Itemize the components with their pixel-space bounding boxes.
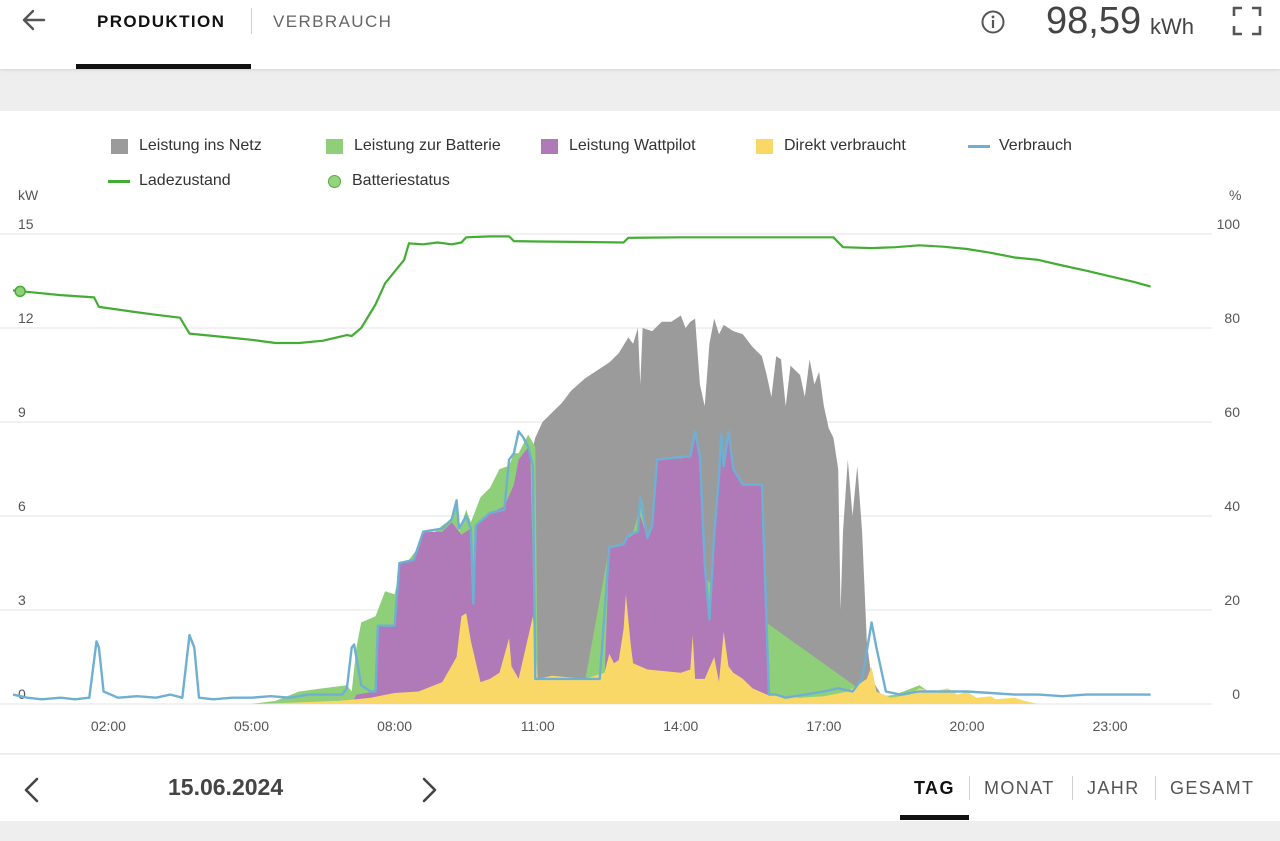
legend-swatch [968, 144, 990, 148]
y-left-tick-label: 3 [18, 592, 26, 608]
top-bar: PRODUKTION VERBRAUCH 98,59 kWh [0, 0, 1280, 69]
x-tick-label: 11:00 [521, 718, 555, 734]
x-tick-label: 08:00 [377, 718, 412, 734]
chart-card: Leistung ins Netz Leistung zur Batterie … [0, 111, 1280, 753]
y-left-unit: kW [18, 187, 39, 203]
total-energy-unit: kWh [1150, 14, 1194, 39]
legend-item-batteriestatus[interactable]: Batteriestatus [328, 172, 450, 190]
date-navigation-bar: 15.06.2024 TAG MONAT JAHR GESAMT [0, 755, 1280, 821]
legend-label: Verbrauch [999, 137, 1072, 154]
y-right-tick-label: 40 [1224, 498, 1240, 514]
legend-item-netz[interactable]: Leistung ins Netz [111, 137, 262, 155]
area-direkt-verbraucht [251, 594, 1039, 704]
y-right-unit: % [1229, 187, 1242, 203]
legend-label: Leistung zur Batterie [354, 137, 501, 154]
legend-item-batterie[interactable]: Leistung zur Batterie [326, 137, 501, 155]
line-verbrauch [12, 430, 1151, 701]
x-tick-label: 17:00 [806, 718, 841, 734]
legend-swatch [108, 179, 130, 183]
y-right-tick-label: 20 [1224, 592, 1240, 608]
chevron-right-icon[interactable] [417, 775, 441, 805]
legend-swatch [541, 138, 558, 154]
range-tab-jahr[interactable]: JAHR [1087, 778, 1140, 798]
y-right-tick-label: 100 [1217, 216, 1241, 232]
total-energy-value: 98,59 [1046, 0, 1142, 42]
active-range-indicator [900, 815, 969, 820]
y-left-tick-label: 0 [18, 686, 26, 702]
range-tab-monat[interactable]: MONAT [984, 778, 1055, 798]
x-tick-label: 14:00 [663, 718, 698, 734]
legend-label: Ladezustand [139, 172, 231, 189]
range-tab-gesamt[interactable]: GESAMT [1170, 778, 1255, 798]
range-divider [1155, 776, 1156, 800]
legend-label: Leistung Wattpilot [569, 137, 696, 154]
selected-date[interactable]: 15.06.2024 [168, 774, 284, 800]
tab-produktion[interactable]: PRODUKTION [97, 12, 226, 31]
x-tick-label: 23:00 [1093, 718, 1128, 734]
line-ladezustand [12, 235, 1151, 345]
y-right-tick-label: 60 [1224, 404, 1240, 420]
legend-item-wattpilot[interactable]: Leistung Wattpilot [541, 137, 696, 155]
x-tick-label: 05:00 [234, 718, 269, 734]
active-tab-indicator [76, 64, 251, 69]
range-divider [1072, 776, 1073, 800]
fullscreen-icon[interactable] [1231, 5, 1263, 37]
legend-item-direkt[interactable]: Direkt verbraucht [756, 137, 906, 155]
info-icon[interactable] [981, 10, 1005, 34]
area-leistung-wattpilot [251, 431, 877, 704]
legend-swatch [326, 138, 343, 154]
chevron-left-icon[interactable] [20, 775, 44, 805]
y-left-tick-label: 6 [18, 498, 26, 514]
legend-label: Leistung ins Netz [139, 137, 262, 154]
legend-label: Direkt verbraucht [784, 137, 906, 154]
range-tab-tag[interactable]: TAG [914, 778, 955, 798]
y-left-tick-label: 12 [18, 310, 34, 326]
legend-swatch [111, 138, 128, 154]
legend-swatch [328, 174, 341, 188]
y-left-tick-label: 15 [18, 216, 34, 232]
tab-verbrauch[interactable]: VERBRAUCH [273, 12, 393, 31]
chart-svg: 0 0 3 20 6 40 9 60 12 80 15 100 02:00 05:00 08:00 11:00… [0, 216, 1241, 734]
legend-label: Batteriestatus [352, 172, 450, 189]
point-batteriestatus [14, 285, 26, 298]
arrow-left-icon[interactable] [20, 6, 48, 34]
x-tick-label: 20:00 [949, 718, 984, 734]
x-tick-label: 02:00 [91, 718, 126, 734]
range-divider [969, 776, 970, 800]
legend-item-verbrauch[interactable]: Verbrauch [968, 137, 1072, 155]
legend-swatch [756, 138, 773, 154]
y-right-tick-label: 0 [1232, 686, 1240, 702]
y-left-tick-label: 9 [18, 404, 26, 420]
legend-item-ladezustand[interactable]: Ladezustand [108, 172, 231, 190]
tab-divider [251, 8, 252, 34]
y-right-tick-label: 80 [1224, 310, 1240, 326]
